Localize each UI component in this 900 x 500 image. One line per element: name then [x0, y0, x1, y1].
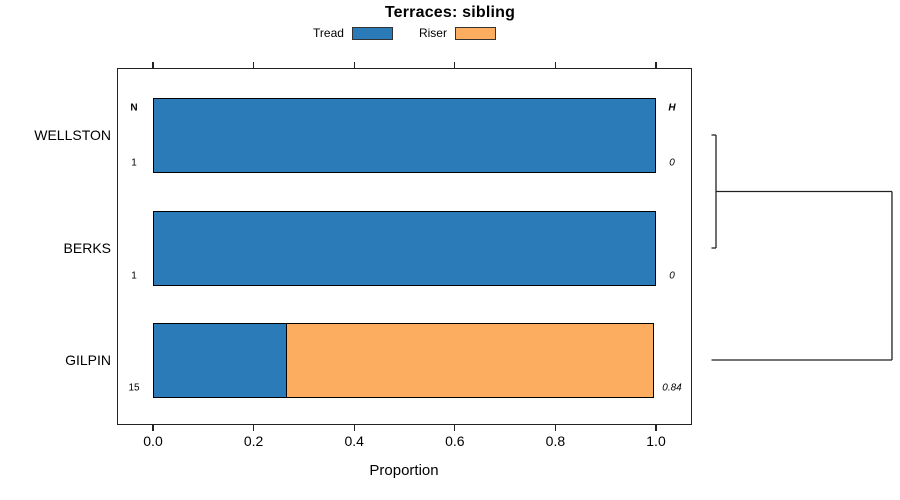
h-column-header: H — [668, 102, 676, 114]
legend-item: Tread — [313, 26, 393, 40]
category-label: GILPIN — [65, 352, 111, 368]
h-value: 0 — [669, 270, 675, 281]
axis-tick-label: 0.6 — [445, 433, 465, 449]
bar-segment-tread — [153, 322, 288, 398]
axis-tick-label: 0.8 — [545, 433, 566, 449]
bar-row — [153, 210, 656, 286]
axis-tick-top — [353, 62, 355, 68]
n-value: 15 — [128, 382, 140, 393]
axis-tick-bottom — [252, 425, 255, 431]
axis-tick-top — [152, 62, 154, 68]
n-value: 1 — [131, 157, 137, 168]
axis-tick-bottom — [454, 425, 456, 431]
axis-tick-label: 1.0 — [646, 433, 666, 449]
legend: Tread Riser — [117, 26, 692, 40]
category-label: BERKS — [63, 240, 111, 256]
x-axis-label: Proportion — [369, 462, 439, 479]
axis-tick-top — [554, 62, 557, 68]
bar-row — [153, 97, 656, 173]
legend-item: Riser — [419, 26, 496, 40]
bar-row — [153, 322, 656, 398]
legend-swatch-tread — [351, 26, 393, 40]
legend-label: Tread — [313, 26, 344, 40]
h-value: 0.84 — [662, 382, 682, 393]
axis-tick-top — [655, 62, 657, 68]
axis-tick-bottom — [655, 425, 657, 431]
axis-tick-bottom — [554, 425, 557, 431]
axis-tick-label: 0.4 — [344, 433, 364, 449]
axis-tick-top — [454, 62, 456, 68]
legend-label: Riser — [418, 26, 447, 40]
axis-tick-label: 0.0 — [143, 433, 163, 449]
chart-title: Terraces: sibling — [384, 4, 516, 21]
axis-tick-label: 0.2 — [243, 433, 264, 449]
h-value: 0 — [669, 157, 675, 168]
axis-tick-top — [252, 62, 255, 68]
n-column-header: N — [130, 102, 138, 114]
axis-tick-bottom — [152, 425, 154, 431]
bar-segment-tread — [153, 210, 656, 286]
axis-tick-bottom — [353, 425, 355, 431]
bar-segment-riser — [285, 322, 655, 398]
n-value: 1 — [131, 270, 137, 281]
legend-swatch-riser — [454, 26, 496, 40]
bar-segment-tread — [153, 97, 656, 173]
category-label: WELLSTON — [34, 127, 111, 143]
